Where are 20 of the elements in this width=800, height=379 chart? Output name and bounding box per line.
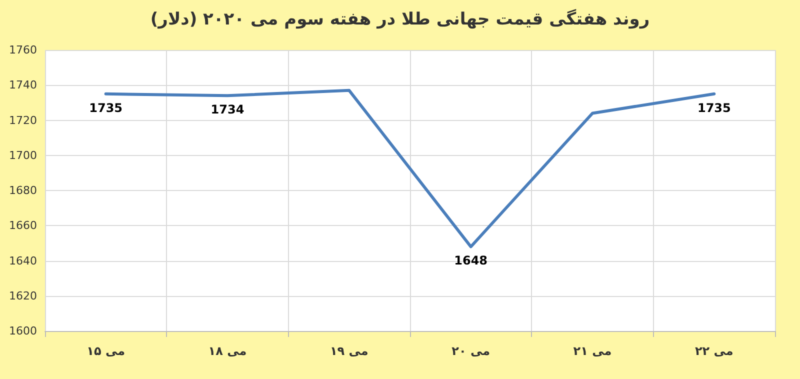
x-tick-label: ۱۹ می bbox=[330, 344, 368, 358]
data-label: 1735 bbox=[89, 100, 123, 115]
data-label: 1735 bbox=[697, 100, 731, 115]
data-label: 1648 bbox=[454, 254, 488, 268]
chart-title: روند هفتگی قیمت جهانی طلا در هفته سوم می ۲۰۲۰ (دلار) bbox=[150, 8, 650, 30]
y-tick-label: 1700 bbox=[9, 148, 37, 162]
y-tick-label: 1740 bbox=[9, 78, 37, 92]
y-tick-label: 1600 bbox=[9, 324, 37, 338]
data-label: 1734 bbox=[210, 102, 244, 117]
x-tick-label: ۱۵ می bbox=[86, 344, 126, 358]
y-tick-label: 1680 bbox=[9, 184, 37, 197]
x-tick-label: ۲۱ می bbox=[573, 344, 612, 358]
y-tick-label: 1620 bbox=[9, 289, 37, 302]
y-tick-label: 1660 bbox=[9, 219, 37, 232]
y-tick-label: 1760 bbox=[9, 44, 37, 56]
y-tick-label: 1720 bbox=[9, 114, 37, 127]
y-tick-label: 1640 bbox=[9, 254, 37, 268]
x-tick-label: ۲۲ می bbox=[694, 344, 734, 358]
x-tick-label: ۱۸ می bbox=[208, 344, 247, 358]
x-tick-label: ۲۰ می bbox=[452, 344, 490, 358]
